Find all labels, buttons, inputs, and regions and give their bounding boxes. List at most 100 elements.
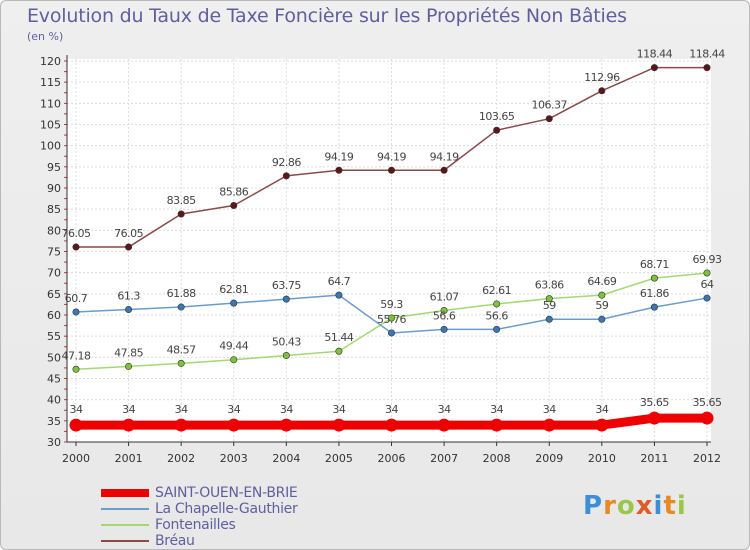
data-label: 34 <box>438 403 451 416</box>
data-label: 64.7 <box>328 275 351 288</box>
y-tick-label: 45 <box>47 373 61 386</box>
legend-swatch <box>101 524 149 526</box>
data-point <box>230 356 238 364</box>
data-point <box>700 411 714 425</box>
data-label: 60.7 <box>65 292 88 305</box>
data-label: 51.44 <box>324 331 353 344</box>
data-label: 47.18 <box>62 349 91 362</box>
data-point <box>703 269 711 277</box>
data-label: 59 <box>595 299 608 312</box>
x-tick-label: 2005 <box>325 452 353 465</box>
data-label: 34 <box>385 403 398 416</box>
legend-label: La Chapelle-Gauthier <box>155 501 298 517</box>
data-label: 61.88 <box>167 287 196 300</box>
data-point <box>493 126 501 134</box>
legend-label: Bréau <box>155 533 195 549</box>
y-tick-label: 80 <box>47 224 61 237</box>
data-point <box>332 418 346 432</box>
data-point <box>387 166 395 174</box>
data-point <box>595 418 609 432</box>
data-label: 34 <box>175 403 188 416</box>
legend-label: SAINT-OUEN-EN-BRIE <box>155 485 298 501</box>
y-tick-label: 70 <box>47 267 61 280</box>
legend-swatch <box>101 489 149 497</box>
x-tick-label: 2001 <box>115 452 143 465</box>
plot-area <box>67 59 711 442</box>
data-point <box>125 305 133 313</box>
data-point <box>703 294 711 302</box>
x-tick-label: 2004 <box>272 452 300 465</box>
data-point <box>177 210 185 218</box>
data-point <box>545 295 553 303</box>
data-label: 49.44 <box>219 340 248 353</box>
y-tick-label: 75 <box>47 246 61 259</box>
data-point <box>440 166 448 174</box>
data-label: 64.69 <box>587 275 616 288</box>
y-tick-label: 95 <box>47 161 61 174</box>
logo-letter: x <box>635 491 654 521</box>
legend-label: Fontenailles <box>155 517 236 533</box>
y-tick-label: 40 <box>47 394 61 407</box>
x-tick-label: 2000 <box>62 452 90 465</box>
x-tick-label: 2012 <box>693 452 721 465</box>
data-point <box>177 303 185 311</box>
y-tick-label: 55 <box>47 330 61 343</box>
x-tick-label: 2011 <box>640 452 668 465</box>
legend-swatch <box>101 508 149 510</box>
data-point <box>647 411 661 425</box>
y-tick-label: 120 <box>40 55 61 68</box>
data-point <box>387 314 395 322</box>
data-point <box>493 325 501 333</box>
data-point <box>650 303 658 311</box>
x-tick-label: 2006 <box>378 452 406 465</box>
x-tick-label: 2007 <box>430 452 458 465</box>
y-tick-label: 105 <box>40 119 61 132</box>
data-label: 34 <box>543 403 556 416</box>
data-label: 34 <box>332 403 345 416</box>
data-label: 69.93 <box>693 253 722 266</box>
data-label: 83.85 <box>167 194 196 207</box>
logo-letter: P <box>583 491 604 521</box>
data-point <box>335 347 343 355</box>
data-point <box>440 325 448 333</box>
data-label: 48.57 <box>167 343 196 356</box>
data-label: 103.65 <box>479 110 515 123</box>
data-label: 94.19 <box>324 150 353 163</box>
logo-letter: i <box>653 491 664 521</box>
data-label: 112.96 <box>584 71 620 84</box>
proxiti-logo: Proxiti <box>583 491 687 521</box>
data-point <box>122 418 136 432</box>
data-point <box>227 418 241 432</box>
data-point <box>230 202 238 210</box>
data-label: 94.19 <box>377 150 406 163</box>
y-tick-label: 85 <box>47 203 61 216</box>
data-point <box>335 166 343 174</box>
data-point <box>545 315 553 323</box>
y-tick-label: 65 <box>47 288 61 301</box>
data-label: 63.75 <box>272 279 301 292</box>
data-point <box>598 87 606 95</box>
data-point <box>385 418 398 432</box>
logo-letter: r <box>603 491 617 521</box>
data-label: 34 <box>227 403 240 416</box>
data-label: 92.86 <box>272 156 301 169</box>
data-label: 50.43 <box>272 336 301 349</box>
data-label: 64 <box>701 278 714 291</box>
data-label: 34 <box>280 403 293 416</box>
data-label: 118.44 <box>689 48 725 61</box>
y-tick-label: 35 <box>47 415 61 428</box>
data-label: 85.86 <box>219 186 248 199</box>
data-label: 106.37 <box>532 99 568 112</box>
data-label: 34 <box>122 403 135 416</box>
x-tick-label: 2010 <box>588 452 616 465</box>
data-point <box>650 64 658 72</box>
data-point <box>279 418 293 432</box>
data-point <box>72 243 80 251</box>
data-label: 61.86 <box>640 287 669 300</box>
y-tick-label: 110 <box>40 97 61 110</box>
logo-letter: i <box>676 491 687 521</box>
logo-letter: o <box>616 491 636 521</box>
y-tick-label: 30 <box>47 436 61 449</box>
y-tick-label: 50 <box>47 351 61 364</box>
